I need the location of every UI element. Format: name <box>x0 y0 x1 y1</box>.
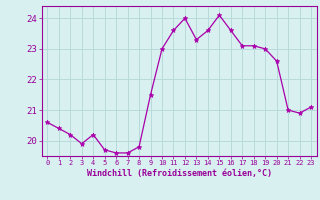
X-axis label: Windchill (Refroidissement éolien,°C): Windchill (Refroidissement éolien,°C) <box>87 169 272 178</box>
